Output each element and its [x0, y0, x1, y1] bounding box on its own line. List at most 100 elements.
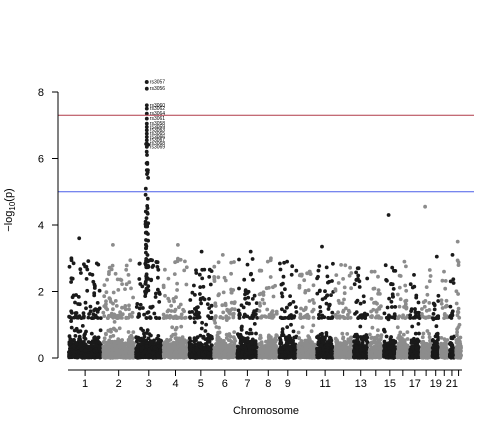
snp-point	[230, 355, 234, 359]
snp-point	[200, 327, 204, 331]
snp-point	[249, 328, 253, 332]
snp-point	[218, 344, 222, 348]
snp-point	[238, 312, 242, 316]
snp-point	[128, 347, 132, 351]
snp-point	[70, 311, 74, 315]
snp-point	[237, 258, 241, 262]
snp-point	[258, 301, 262, 305]
snp-point	[137, 277, 141, 281]
snp-point-top	[249, 250, 253, 254]
snp-point	[175, 282, 179, 286]
snp-point	[251, 355, 255, 359]
snp-point	[282, 333, 286, 337]
snp-point	[134, 335, 138, 339]
snp-point	[209, 283, 213, 287]
snp-point	[109, 355, 113, 359]
snp-point	[114, 299, 118, 303]
snp-point	[153, 356, 157, 360]
snp-point	[90, 316, 94, 320]
snp-point	[124, 316, 128, 320]
snp-point	[179, 303, 183, 307]
snp-point	[202, 285, 206, 289]
snp-point	[203, 298, 207, 302]
snp-point	[137, 312, 141, 316]
snp-point	[242, 339, 246, 343]
snp-point	[270, 339, 274, 343]
snp-point	[233, 300, 237, 304]
snp-point	[68, 315, 72, 319]
snp-point	[129, 287, 133, 291]
snp-point	[206, 314, 210, 318]
snp-point	[111, 302, 115, 306]
snp-point	[265, 349, 269, 353]
snp-point	[271, 285, 275, 289]
snp-point	[185, 265, 189, 269]
snp-point	[74, 334, 78, 338]
snp-point	[194, 268, 198, 272]
snp-point	[170, 335, 174, 339]
snp-point	[71, 295, 75, 299]
snp-points	[67, 80, 463, 360]
snp-point	[145, 344, 149, 348]
snp-point	[229, 272, 233, 276]
snp-point	[193, 320, 197, 324]
snp-point	[210, 335, 214, 339]
snp-point	[221, 311, 225, 315]
snp-point	[157, 300, 161, 304]
snp-point	[120, 344, 124, 348]
snp-point	[258, 269, 262, 273]
snp-point	[240, 345, 244, 349]
snp-point	[96, 308, 100, 312]
snp-point	[92, 353, 96, 357]
snp-point	[166, 315, 170, 319]
snp-point	[141, 329, 145, 333]
snp-point	[152, 346, 156, 350]
snp-point	[113, 328, 117, 332]
snp-point	[138, 282, 142, 286]
snp-point	[143, 294, 147, 298]
snp-point	[92, 308, 96, 312]
snp-point	[237, 287, 241, 291]
snp-point	[103, 336, 107, 340]
snp-point	[206, 355, 210, 359]
snp-point	[206, 340, 210, 344]
snp-point	[274, 338, 278, 342]
snp-point	[216, 294, 220, 298]
snp-point	[127, 304, 131, 308]
snp-point	[188, 298, 192, 302]
snp-point	[259, 316, 263, 320]
snp-point	[222, 291, 226, 295]
snp-point	[229, 335, 233, 339]
snp-point	[214, 304, 218, 308]
snp-point	[289, 323, 293, 327]
snp-point	[82, 316, 86, 320]
snp-point	[281, 327, 285, 331]
snp-point	[107, 272, 111, 276]
snp-point	[72, 261, 76, 265]
snp-point	[213, 351, 217, 355]
snp-point	[74, 342, 78, 346]
snp-point	[98, 289, 102, 293]
snp-point	[138, 262, 142, 266]
snp-point	[173, 342, 177, 346]
snp-point	[200, 277, 204, 281]
snp-point	[154, 316, 158, 320]
snp-point	[189, 344, 193, 348]
snp-point	[172, 300, 176, 304]
snp-point	[253, 322, 257, 326]
snp-point	[163, 294, 167, 298]
snp-point	[148, 354, 152, 358]
snp-point	[214, 316, 218, 320]
snp-point	[265, 308, 269, 312]
snp-point	[233, 345, 237, 349]
snp-point	[199, 302, 203, 306]
snp-point	[271, 342, 275, 346]
snp-point	[136, 344, 140, 348]
snp-point	[195, 314, 199, 318]
snp-point	[127, 330, 131, 334]
snp-point	[179, 325, 183, 329]
snp-point	[244, 288, 248, 292]
snp-point	[120, 282, 124, 286]
snp-point	[138, 307, 142, 311]
snp-point	[190, 354, 194, 358]
